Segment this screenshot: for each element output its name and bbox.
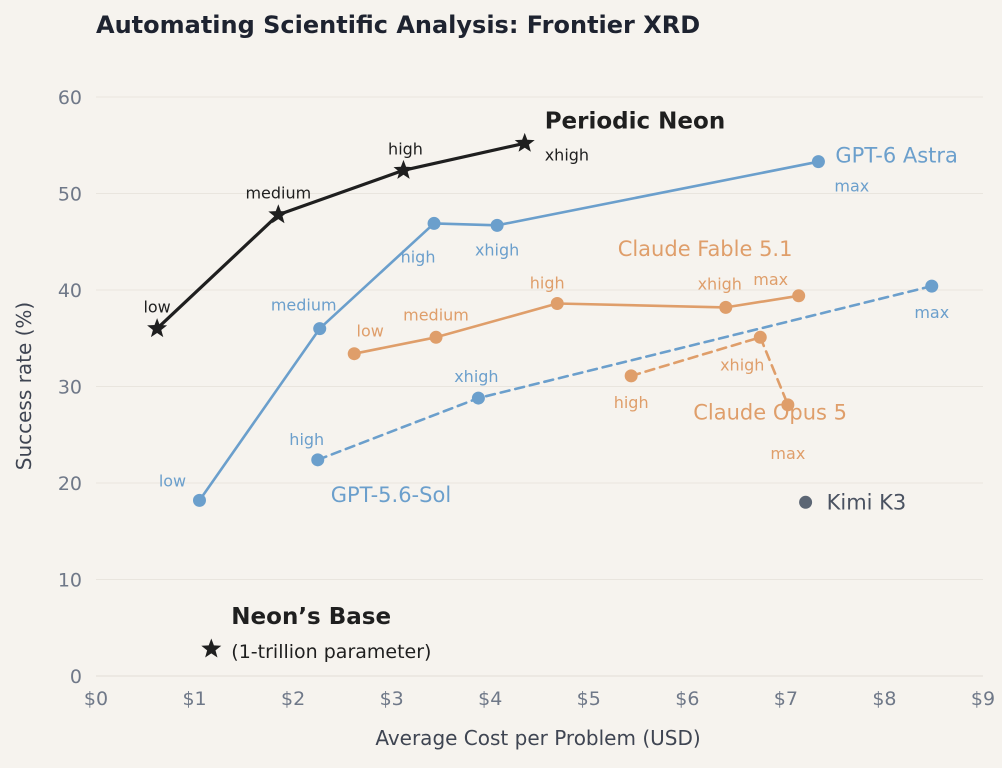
point-label-gpt-5-6-sol-max: max (914, 303, 949, 322)
data-point-gpt-5-6-sol-max (925, 279, 939, 293)
data-point-gpt-5-6-sol-high (311, 453, 325, 467)
y-tick-label: 40 (58, 280, 82, 302)
data-point-claude-fable-5-1-low (347, 347, 361, 361)
data-point-gpt-6-astra-max (811, 155, 825, 169)
series-labels: low medium high xhigh Periodic Neon low medium… (143, 108, 957, 663)
point-label-periodic-neon-low: low (143, 298, 170, 317)
x-tick-label: $3 (380, 688, 404, 710)
point-label-claude-fable-5-1-xhigh: xhigh (698, 274, 742, 293)
data-point-gpt-6-astra-xhigh (490, 218, 504, 232)
point-label-gpt-6-astra-medium: medium (271, 296, 337, 315)
point-label-claude-fable-5-1-low: low (357, 322, 384, 341)
point-label-gpt-6-astra-max: max (834, 177, 869, 196)
x-tick-label: $1 (182, 688, 206, 710)
series-name-periodic-neon: Periodic Neon (545, 108, 726, 134)
data-point-periodic-neon-low (147, 318, 168, 338)
point-label-claude-fable-5-1-medium: medium (403, 305, 469, 324)
x-tick-label: $7 (774, 688, 798, 710)
point-label-claude-opus-5-xhigh: xhigh (720, 355, 764, 374)
y-tick-label: 30 (58, 377, 82, 399)
series-name-gpt-5-6-sol: GPT-5.6-Sol (331, 483, 451, 507)
x-axis-label: Average Cost per Problem (USD) (375, 726, 700, 750)
y-tick-label: 50 (58, 184, 82, 206)
series-subtitle-neon-s-base: (1-trillion parameter) (231, 641, 431, 663)
data-point-periodic-neon-high (393, 159, 414, 179)
point-label-claude-opus-5-max: max (770, 444, 805, 463)
data-point-neon-s-base-0 (201, 638, 222, 658)
y-axis-label: Success rate (%) (12, 302, 36, 470)
point-label-gpt-6-astra-xhigh: xhigh (475, 240, 519, 259)
data-point-claude-fable-5-1-max (792, 289, 806, 303)
chart-title: Automating Scientific Analysis: Frontier… (96, 11, 700, 39)
data-point-claude-opus-5-max (781, 398, 795, 412)
data-point-gpt-6-astra-low (192, 493, 206, 507)
y-tick-label: 20 (58, 473, 82, 495)
point-label-gpt-5-6-sol-high: high (289, 430, 324, 449)
point-label-periodic-neon-high: high (388, 139, 423, 158)
y-tick-label: 60 (58, 87, 82, 109)
series-name-neon-s-base: Neon’s Base (231, 604, 391, 630)
data-point-claude-fable-5-1-xhigh (719, 300, 733, 314)
data-point-gpt-6-astra-medium (313, 322, 327, 336)
point-label-periodic-neon-xhigh: xhigh (545, 145, 589, 164)
x-tick-label: $4 (478, 688, 502, 710)
point-label-gpt-6-astra-low: low (159, 471, 186, 490)
data-point-gpt-5-6-sol-xhigh (471, 391, 485, 405)
x-tick-label: $5 (577, 688, 601, 710)
x-tick-label: $2 (281, 688, 305, 710)
y-tick-label: 10 (58, 570, 82, 592)
point-label-claude-opus-5-high: high (614, 393, 649, 412)
data-point-claude-fable-5-1-medium (429, 330, 443, 344)
grid (96, 96, 983, 677)
data-point-kimi-k3-0 (799, 495, 813, 509)
series-markers (147, 132, 939, 658)
series-line-gpt-6-astra (198, 160, 820, 502)
data-point-claude-opus-5-high (624, 369, 638, 383)
point-label-gpt-6-astra-high: high (401, 247, 436, 266)
point-label-gpt-5-6-sol-xhigh: xhigh (454, 367, 498, 386)
data-point-claude-fable-5-1-high (550, 297, 564, 311)
point-label-claude-fable-5-1-high: high (530, 274, 565, 293)
data-point-gpt-6-astra-high (427, 216, 441, 230)
data-point-claude-opus-5-xhigh (753, 330, 767, 344)
series-name-kimi-k3: Kimi K3 (827, 490, 907, 514)
series-name-claude-opus-5: Claude Opus 5 (693, 400, 847, 424)
x-tick-label: $9 (971, 688, 995, 710)
series-line-periodic-neon (155, 141, 527, 331)
x-tick-label: $6 (675, 688, 699, 710)
point-label-claude-fable-5-1-max: max (753, 270, 788, 289)
data-point-periodic-neon-xhigh (514, 132, 535, 152)
x-tick-label: $8 (872, 688, 896, 710)
axis-ticks: 0 10 20 30 40 50 60 $0 $1 $2 $3 $4 $5 $6 $7 $8 $9 (58, 87, 995, 710)
point-label-periodic-neon-medium: medium (245, 184, 311, 203)
y-tick-label: 0 (70, 666, 82, 688)
x-tick-label: $0 (84, 688, 108, 710)
data-point-periodic-neon-medium (268, 204, 289, 224)
series-name-claude-fable-5-1: Claude Fable 5.1 (618, 237, 793, 261)
series-name-gpt-6-astra: GPT-6 Astra (835, 144, 958, 168)
